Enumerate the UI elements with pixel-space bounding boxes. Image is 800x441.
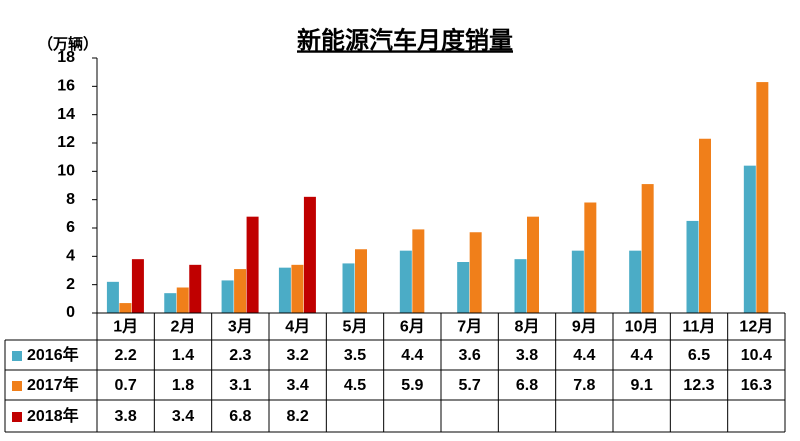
- bar: [571, 250, 584, 313]
- y-tick-label: 4: [66, 248, 75, 265]
- y-tick-label: 6: [66, 219, 75, 236]
- x-tick-label: 11月: [683, 318, 716, 336]
- bar: [743, 165, 756, 313]
- y-tick-label: 10: [57, 163, 75, 180]
- bar: [527, 216, 539, 313]
- table-value: 8.2: [287, 408, 309, 425]
- x-tick-label: 9月: [572, 318, 597, 336]
- bar: [756, 82, 769, 313]
- table-value: 3.6: [459, 347, 481, 364]
- bar: [176, 287, 189, 313]
- x-tick-label: 3月: [228, 318, 253, 336]
- x-tick-label: 10月: [625, 318, 659, 336]
- x-tick-label: 6月: [400, 318, 425, 336]
- bar: [469, 232, 482, 313]
- table-value: 4.5: [344, 377, 366, 394]
- bar: [131, 259, 144, 313]
- x-tick-label: 4月: [285, 318, 310, 336]
- table-value: 3.4: [172, 408, 194, 425]
- table-value: 9.1: [631, 377, 653, 394]
- bar: [641, 184, 654, 313]
- table-value: 5.7: [459, 377, 481, 394]
- x-tick-label: 2月: [171, 318, 196, 336]
- x-tick-label: 5月: [343, 318, 368, 336]
- table-value: 3.8: [516, 347, 538, 364]
- y-tick-label: 14: [57, 106, 75, 123]
- table-value: 12.3: [683, 377, 714, 394]
- x-tick-label: 1月: [113, 318, 138, 336]
- bar: [106, 281, 119, 313]
- table-value: 4.4: [631, 347, 653, 364]
- x-tick-label: 7月: [457, 318, 482, 336]
- legend-swatch: [12, 412, 22, 422]
- bar: [189, 264, 202, 313]
- bar: [246, 216, 259, 313]
- bar: [221, 280, 234, 313]
- y-tick-label: 8: [66, 191, 75, 208]
- legend-label: 2018年: [27, 406, 79, 425]
- legend-swatch: [12, 381, 22, 391]
- table-value: 2.2: [115, 347, 137, 364]
- table-value: 3.2: [287, 347, 309, 364]
- bar: [164, 293, 177, 313]
- table-value: 3.1: [229, 377, 251, 394]
- bar: [686, 220, 699, 313]
- table-value: 6.8: [516, 377, 538, 394]
- bar: [342, 263, 355, 313]
- table-value: 6.8: [229, 408, 251, 425]
- bar: [699, 138, 711, 313]
- bar: [303, 196, 316, 313]
- x-tick-label: 8月: [515, 318, 540, 336]
- table-value: 4.4: [401, 347, 423, 364]
- table-value: 1.8: [172, 377, 194, 394]
- table-value: 2.3: [229, 347, 251, 364]
- table-value: 3.8: [115, 408, 137, 425]
- y-tick-label: 18: [57, 49, 75, 66]
- table-value: 16.3: [741, 377, 772, 394]
- bar: [514, 259, 527, 313]
- bar: [399, 250, 412, 313]
- table-value: 3.5: [344, 347, 366, 364]
- bar: [584, 202, 597, 313]
- bar: [278, 267, 291, 313]
- bar: [119, 303, 132, 313]
- legend-label: 2016年: [27, 345, 79, 364]
- y-tick-label: 12: [57, 134, 75, 151]
- bar: [234, 269, 247, 313]
- bar: [629, 250, 642, 313]
- y-tick-label: 2: [66, 276, 75, 293]
- legend-label: 2017年: [27, 375, 79, 394]
- table-value: 3.4: [287, 377, 309, 394]
- bar: [355, 249, 367, 313]
- table-value: 7.8: [573, 377, 595, 394]
- table-value: 6.5: [688, 347, 710, 364]
- y-tick-label: 0: [66, 304, 75, 321]
- table-value: 1.4: [172, 347, 194, 364]
- table-value: 4.4: [573, 347, 595, 364]
- legend-swatch: [12, 351, 22, 361]
- x-tick-label: 12月: [739, 318, 773, 336]
- table-value: 0.7: [115, 377, 137, 394]
- y-axis-unit: （万辆）: [38, 35, 98, 53]
- table-value: 5.9: [401, 377, 423, 394]
- bar: [291, 264, 304, 313]
- chart-title: 新能源汽车月度销量: [297, 26, 513, 54]
- bar: [457, 262, 470, 313]
- bar: [412, 229, 425, 313]
- y-tick-label: 16: [57, 78, 75, 95]
- table-value: 10.4: [741, 347, 772, 364]
